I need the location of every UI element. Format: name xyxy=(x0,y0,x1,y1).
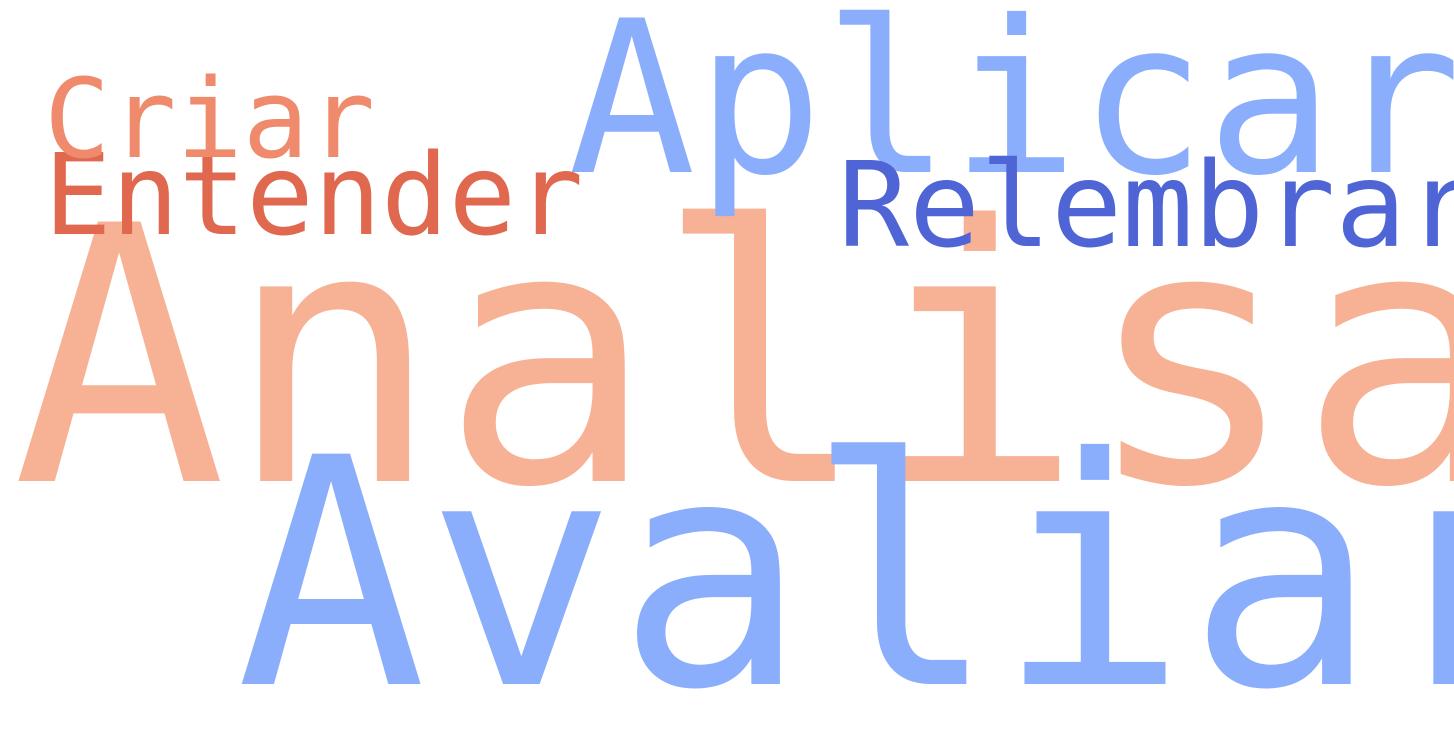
word-avaliar: Avaliar xyxy=(236,391,1454,734)
word-entender: Entender xyxy=(44,131,584,261)
word-analisar: Analisar xyxy=(12,151,1454,565)
word-relembrar: Relembrar xyxy=(838,136,1454,274)
word-aplicar: Aplicar xyxy=(568,0,1454,222)
word-criar: Criar xyxy=(44,55,376,183)
